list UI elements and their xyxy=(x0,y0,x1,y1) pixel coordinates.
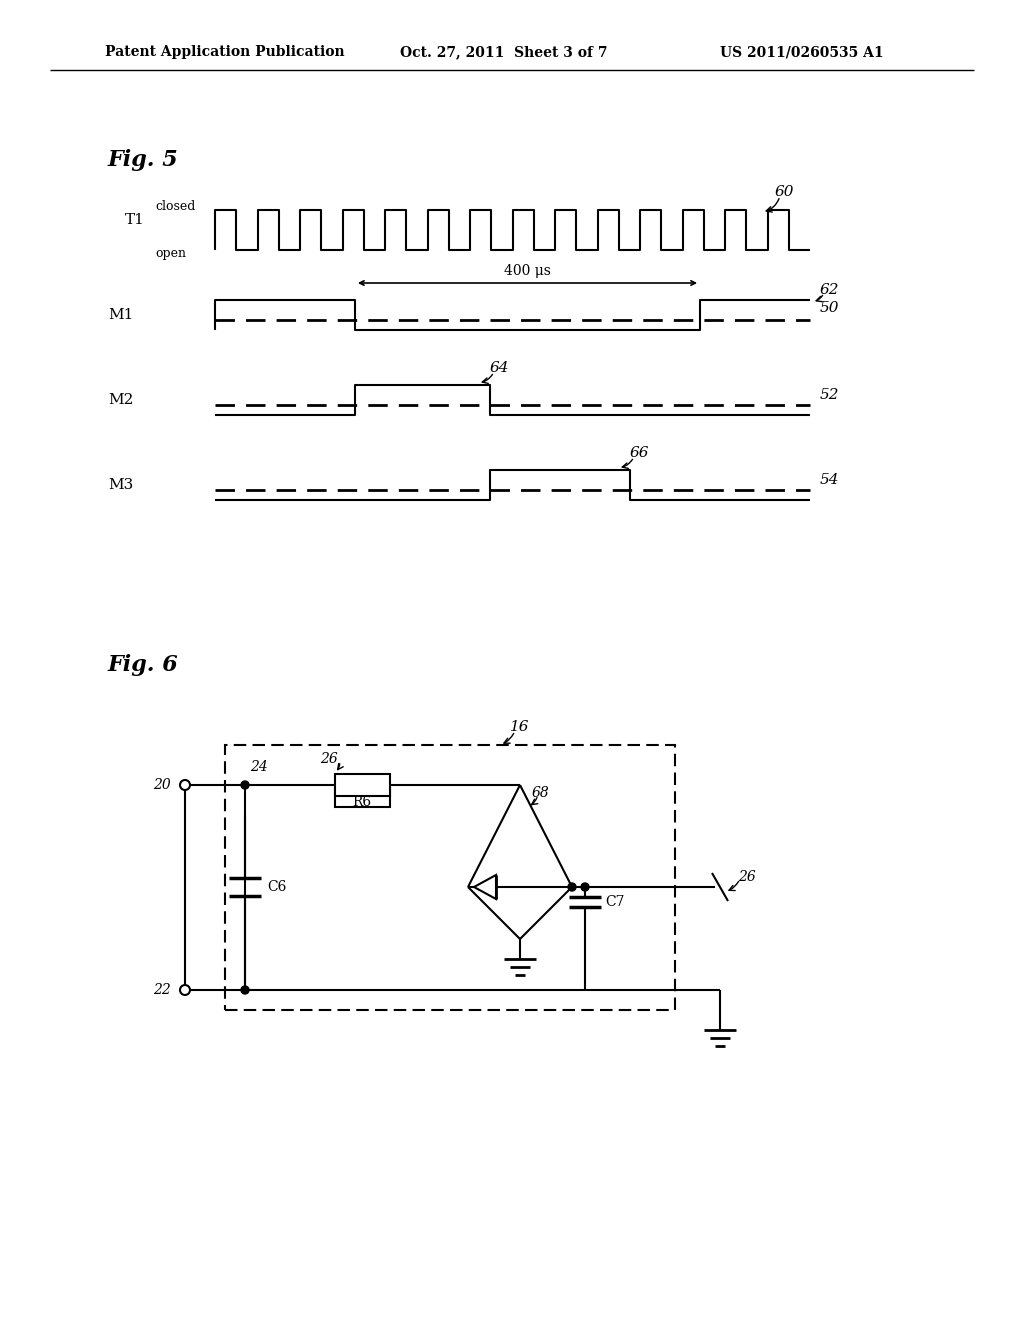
Circle shape xyxy=(568,883,575,891)
Text: 400 μs: 400 μs xyxy=(504,264,551,279)
Text: 26: 26 xyxy=(319,752,338,766)
Text: 24: 24 xyxy=(250,760,267,774)
Text: 68: 68 xyxy=(532,785,550,800)
Text: Patent Application Publication: Patent Application Publication xyxy=(105,45,345,59)
Text: 50: 50 xyxy=(820,301,840,315)
Text: 16: 16 xyxy=(510,719,529,734)
Text: Oct. 27, 2011  Sheet 3 of 7: Oct. 27, 2011 Sheet 3 of 7 xyxy=(400,45,607,59)
Text: 54: 54 xyxy=(820,473,840,487)
Text: open: open xyxy=(155,247,186,260)
Text: R6: R6 xyxy=(352,795,372,809)
Circle shape xyxy=(241,986,249,994)
Text: 60: 60 xyxy=(775,185,795,199)
Text: C7: C7 xyxy=(605,895,625,909)
Text: M2: M2 xyxy=(108,393,133,407)
Bar xyxy=(335,774,390,796)
Text: 66: 66 xyxy=(630,446,649,459)
Text: T1: T1 xyxy=(125,213,144,227)
Text: M3: M3 xyxy=(108,478,133,492)
Text: Fig. 6: Fig. 6 xyxy=(108,653,179,676)
Text: US 2011/0260535 A1: US 2011/0260535 A1 xyxy=(720,45,884,59)
Text: M1: M1 xyxy=(108,308,133,322)
Circle shape xyxy=(241,781,249,789)
Text: 22: 22 xyxy=(154,983,171,997)
Circle shape xyxy=(581,883,589,891)
Text: 52: 52 xyxy=(820,388,840,403)
Text: 62: 62 xyxy=(820,282,840,297)
Text: C6: C6 xyxy=(267,880,287,894)
Text: Fig. 5: Fig. 5 xyxy=(108,149,179,172)
Text: closed: closed xyxy=(155,201,196,213)
Bar xyxy=(225,744,675,1010)
Text: 20: 20 xyxy=(154,777,171,792)
Bar xyxy=(335,785,390,807)
Text: 64: 64 xyxy=(490,360,510,375)
Text: 26: 26 xyxy=(738,870,756,884)
